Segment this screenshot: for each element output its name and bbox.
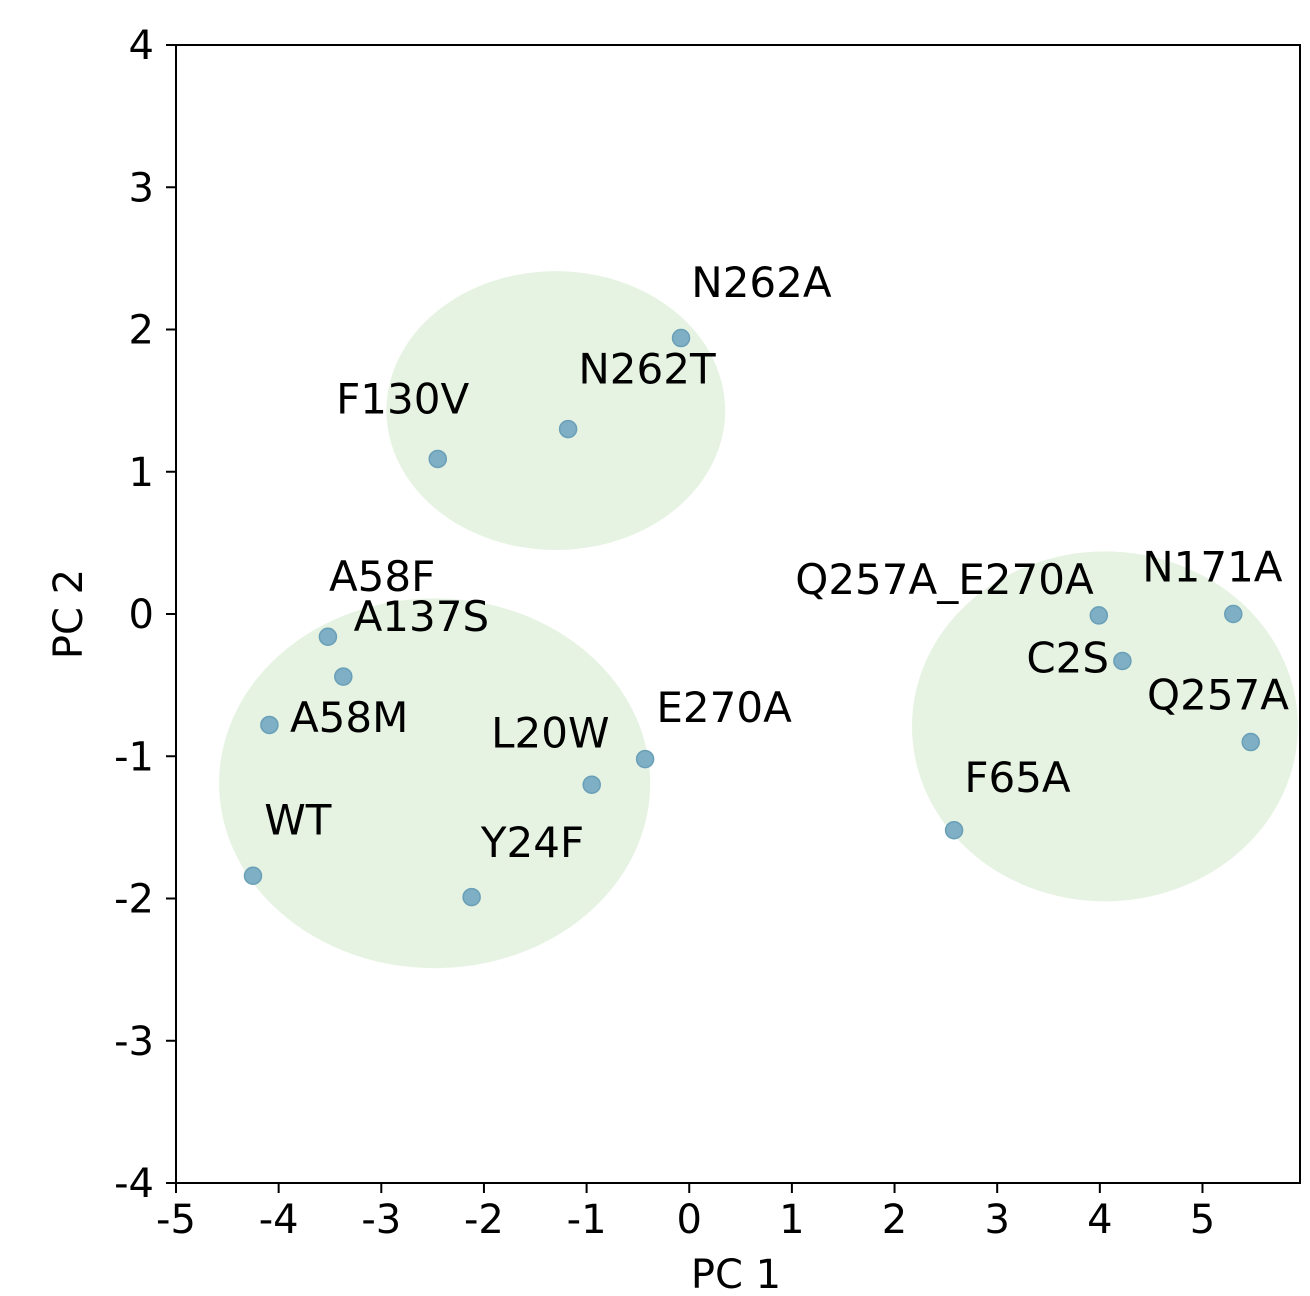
y-tick-label: 1 (129, 450, 154, 496)
point-label-q257a-e270a: Q257A_E270A (795, 555, 1094, 604)
y-axis-label: PC 2 (46, 569, 92, 659)
point-n171a (1224, 604, 1243, 624)
x-tick-label: 5 (1190, 1197, 1215, 1243)
point-label-y24f: Y24F (480, 818, 584, 867)
cluster-layer (219, 271, 1298, 969)
point-label-a58f: A58F (329, 552, 435, 601)
y-tick-label: -3 (114, 1019, 154, 1065)
point-label-q257a: Q257A (1147, 670, 1289, 719)
point-label-n262t: N262T (578, 345, 716, 394)
cluster-ellipse-2 (219, 598, 651, 969)
y-tick-label: -4 (114, 1161, 154, 1207)
point-y24f (462, 887, 481, 907)
point-q257a-e270a (1089, 606, 1109, 625)
point-label-f130v: F130V (336, 374, 469, 423)
point-f65a (944, 820, 964, 840)
y-tick-label: -1 (114, 734, 154, 780)
point-a58f (318, 627, 338, 647)
point-l20w (582, 775, 601, 794)
y-tick-label: -2 (114, 877, 154, 923)
point-label-e270a: E270A (656, 683, 792, 732)
point-a58m (260, 715, 279, 735)
y-tick-label: 3 (129, 165, 154, 211)
point-label-f65a: F65A (964, 753, 1071, 802)
x-axis-label: PC 1 (691, 1252, 781, 1291)
y-tick-label: 4 (129, 23, 154, 69)
x-tick-label: -2 (464, 1197, 504, 1243)
cluster-ellipse-3 (911, 551, 1298, 902)
point-label-l20w: L20W (491, 709, 609, 758)
point-n262t (558, 419, 578, 439)
y-tick-label: 2 (129, 308, 154, 354)
point-label-n262a: N262A (691, 258, 832, 307)
point-layer (243, 328, 1260, 907)
point-n262a (671, 328, 691, 348)
x-tick-label: 1 (779, 1197, 804, 1243)
point-f130v (428, 449, 448, 469)
point-label-a58m: A58M (290, 693, 408, 742)
point-wt (243, 866, 263, 885)
point-c2s (1113, 651, 1132, 671)
point-label-a137s: A137S (354, 592, 490, 641)
x-tick-label: 0 (677, 1197, 702, 1243)
point-label-wt: WT (264, 795, 332, 844)
y-tick-label: 0 (129, 592, 154, 638)
x-tick-label: -4 (259, 1197, 299, 1243)
cluster-ellipse-1 (386, 271, 726, 550)
point-a137s (334, 667, 353, 686)
point-label-n171a: N171A (1142, 542, 1283, 591)
x-tick-label: 3 (984, 1197, 1009, 1243)
x-tick-label: 2 (882, 1197, 907, 1243)
x-tick-label: -1 (567, 1197, 607, 1243)
x-tick-label: 4 (1087, 1197, 1112, 1243)
point-e270a (635, 749, 655, 769)
point-q257a (1241, 732, 1260, 752)
x-tick-label: -5 (156, 1197, 196, 1243)
x-tick-label: -3 (361, 1197, 401, 1243)
point-label-c2s: C2S (1026, 633, 1109, 682)
